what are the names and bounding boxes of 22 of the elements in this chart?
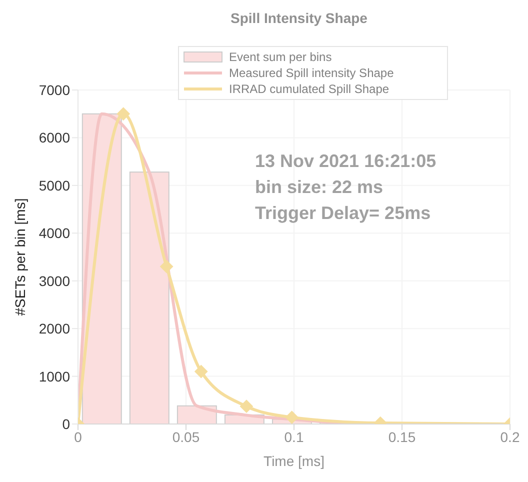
y-tick-label: 5000 [38,177,70,194]
chart-title: Spill Intensity Shape [230,10,368,26]
legend-label: Event sum per bins [229,50,332,64]
y-tick-label: 4000 [38,225,70,242]
y-axis-title: #SETs per bin [ms] [12,198,28,316]
annotation: bin size: 22 ms [255,176,384,199]
y-tick-label: 6000 [38,130,70,146]
x-tick-label: 0.05 [172,428,200,445]
x-axis-title: Time [ms] [264,453,324,469]
annotation: Trigger Delay= 25ms [255,202,432,225]
x-tick-label: 0 [74,428,82,445]
legend-label: IRRAD cumulated Spill Shape [229,82,390,96]
y-tick-label: 1000 [38,368,70,384]
x-tick-label: 0.15 [388,428,416,445]
y-tick-label: 7000 [38,82,70,98]
annotation: 13 Nov 2021 16:21:05 [255,150,436,173]
y-tick-label: 0 [62,416,70,432]
x-tick-label: 0.1 [284,428,304,445]
y-tick-label: 3000 [38,272,70,289]
y-tick-label: 2000 [38,320,70,337]
x-tick-label: 0.2 [500,428,520,445]
legend-label: Measured Spill intensity Shape [229,66,394,80]
